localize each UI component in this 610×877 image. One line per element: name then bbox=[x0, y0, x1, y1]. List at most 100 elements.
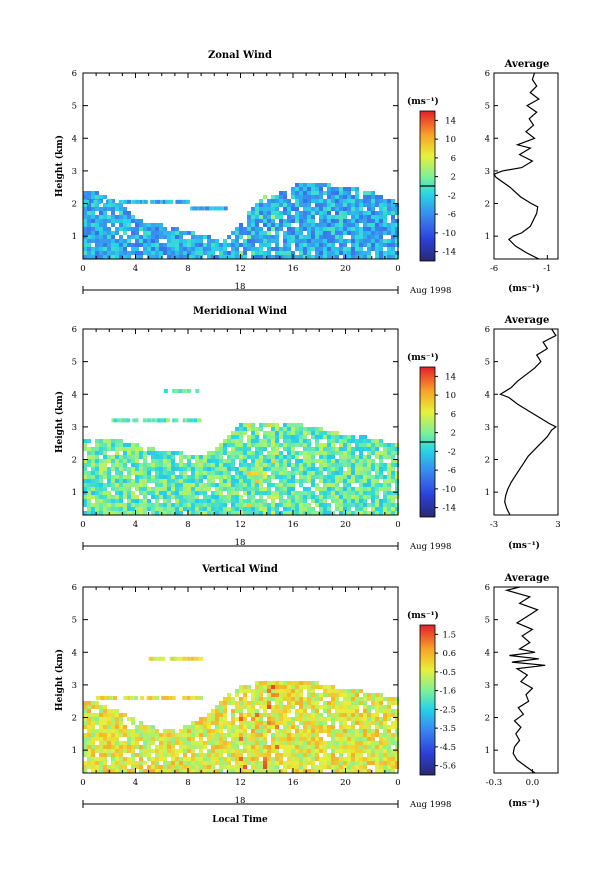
heatmap-cell bbox=[323, 251, 327, 255]
heatmap-cell bbox=[335, 701, 339, 705]
heatmap-cell bbox=[275, 203, 279, 207]
heatmap-cell bbox=[223, 757, 227, 761]
heatmap-cell-layer-2 bbox=[186, 418, 191, 423]
heatmap-cell bbox=[315, 255, 319, 259]
heatmap-cell bbox=[371, 195, 375, 199]
heatmap-cell bbox=[363, 745, 367, 749]
heatmap-cell bbox=[375, 761, 379, 765]
heatmap-cell bbox=[351, 717, 355, 721]
zonal-profile-x-axis: -6 -1 bbox=[490, 255, 551, 274]
heatmap-cell bbox=[243, 705, 247, 709]
heatmap-cell bbox=[299, 761, 303, 765]
heatmap-cell bbox=[255, 463, 259, 467]
heatmap-cell bbox=[263, 251, 267, 255]
heatmap-cell bbox=[363, 491, 367, 495]
heatmap-cell bbox=[83, 701, 87, 705]
heatmap-cell bbox=[295, 479, 299, 483]
heatmap-cell bbox=[351, 435, 355, 439]
heatmap-cell bbox=[135, 223, 139, 227]
heatmap-cell bbox=[219, 713, 223, 717]
vertical-date-day: 18 bbox=[235, 796, 246, 806]
heatmap-cell bbox=[155, 479, 159, 483]
heatmap-cell bbox=[255, 693, 259, 697]
heatmap-cell bbox=[243, 255, 247, 259]
heatmap-cell bbox=[335, 475, 339, 479]
heatmap-cell bbox=[339, 471, 343, 475]
heatmap-cell bbox=[347, 761, 351, 765]
heatmap-cell bbox=[283, 749, 287, 753]
heatmap-cell bbox=[207, 487, 211, 491]
heatmap-cell bbox=[295, 491, 299, 495]
heatmap-cell bbox=[91, 231, 95, 235]
heatmap-cell bbox=[211, 239, 215, 243]
heatmap-cell bbox=[119, 757, 123, 761]
heatmap-cell bbox=[115, 459, 119, 463]
heatmap-cell bbox=[219, 503, 223, 507]
heatmap-cell bbox=[343, 195, 347, 199]
heatmap-cell bbox=[95, 737, 99, 741]
heatmap-cell bbox=[259, 471, 263, 475]
heatmap-cell bbox=[215, 709, 219, 713]
heatmap-cell bbox=[287, 701, 291, 705]
heatmap-cell bbox=[275, 721, 279, 725]
heatmap-cell bbox=[167, 761, 171, 765]
heatmap-cell bbox=[115, 255, 119, 259]
heatmap-cell bbox=[351, 239, 355, 243]
heatmap-cell bbox=[159, 235, 163, 239]
heatmap-cell bbox=[391, 451, 395, 455]
heatmap-cell bbox=[251, 247, 255, 251]
heatmap-cell bbox=[263, 211, 267, 215]
heatmap-cell bbox=[235, 733, 239, 737]
heatmap-cell bbox=[203, 495, 207, 499]
heatmap-cell bbox=[335, 459, 339, 463]
heatmap-cell bbox=[343, 443, 347, 447]
heatmap-cell bbox=[335, 203, 339, 207]
heatmap-cell bbox=[371, 467, 375, 471]
heatmap-cell bbox=[203, 757, 207, 761]
heatmap-cell bbox=[95, 749, 99, 753]
heatmap-cell bbox=[371, 191, 375, 195]
heatmap-cell bbox=[103, 713, 107, 717]
heatmap-cell bbox=[299, 745, 303, 749]
y-tick-label: 6 bbox=[72, 69, 77, 79]
heatmap-cell bbox=[331, 749, 335, 753]
heatmap-cell bbox=[203, 463, 207, 467]
heatmap-cell bbox=[295, 195, 299, 199]
heatmap-cell bbox=[199, 503, 203, 507]
heatmap-cell-layer-2 bbox=[141, 199, 146, 204]
heatmap-cell bbox=[367, 733, 371, 737]
heatmap-cell bbox=[107, 709, 111, 713]
heatmap-cell bbox=[391, 741, 395, 745]
heatmap-cell bbox=[335, 251, 339, 255]
heatmap-cell bbox=[303, 757, 307, 761]
heatmap-cell bbox=[111, 231, 115, 235]
heatmap-cell bbox=[131, 753, 135, 757]
heatmap-cell bbox=[347, 451, 351, 455]
heatmap-cell bbox=[343, 451, 347, 455]
heatmap-cell bbox=[223, 459, 227, 463]
heatmap-cell bbox=[295, 191, 299, 195]
heatmap-cell bbox=[239, 737, 243, 741]
heatmap-cell bbox=[183, 737, 187, 741]
heatmap-cell bbox=[183, 479, 187, 483]
heatmap-cell bbox=[231, 451, 235, 455]
heatmap-cell bbox=[267, 757, 271, 761]
heatmap-cell bbox=[339, 765, 343, 769]
heatmap-cell bbox=[239, 503, 243, 507]
heatmap-cell bbox=[355, 211, 359, 215]
heatmap-cell bbox=[99, 753, 103, 757]
zonal-profile-line bbox=[493, 72, 540, 260]
heatmap-cell bbox=[383, 741, 387, 745]
heatmap-cell bbox=[359, 713, 363, 717]
heatmap-cell bbox=[367, 195, 371, 199]
heatmap-cell bbox=[383, 475, 387, 479]
heatmap-cell bbox=[239, 495, 243, 499]
heatmap-cell bbox=[367, 725, 371, 729]
heatmap-cell bbox=[263, 243, 267, 247]
heatmap-cell bbox=[307, 757, 311, 761]
heatmap-cell bbox=[367, 463, 371, 467]
heatmap-cell bbox=[279, 717, 283, 721]
heatmap-cell bbox=[351, 243, 355, 247]
heatmap-cell bbox=[295, 717, 299, 721]
heatmap-cell bbox=[275, 733, 279, 737]
